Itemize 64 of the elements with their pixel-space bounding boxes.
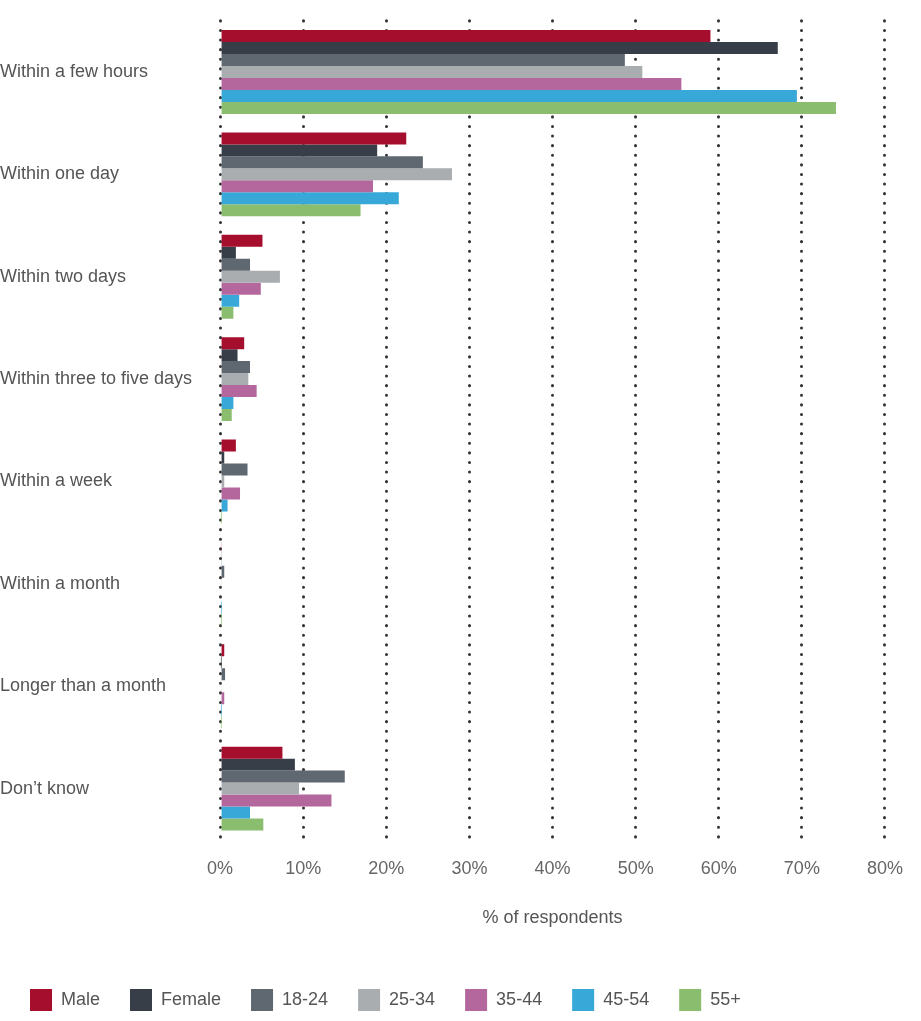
bar <box>221 361 251 374</box>
bar <box>221 463 248 476</box>
y-tick-label: Longer than a month <box>0 675 167 696</box>
bar <box>221 758 295 771</box>
legend-label: Female <box>161 988 222 1009</box>
y-tick-label: Within a few hours <box>0 60 149 81</box>
legend-label: 35-44 <box>496 988 543 1009</box>
bar <box>221 337 245 350</box>
bar <box>221 156 423 169</box>
x-tick-label: 0% <box>207 857 234 878</box>
bar <box>221 746 283 759</box>
bar <box>221 373 249 386</box>
x-tick-label: 50% <box>617 857 654 878</box>
x-tick-label: 30% <box>451 857 488 878</box>
x-tick-label: 60% <box>700 857 737 878</box>
bar <box>221 77 682 90</box>
x-tick-label: 10% <box>285 857 322 878</box>
bar <box>221 385 257 398</box>
bar <box>221 65 643 78</box>
bar <box>221 30 711 43</box>
bar <box>221 192 399 205</box>
legend-label: Male <box>61 988 101 1009</box>
bar <box>221 168 452 181</box>
x-tick-label: 70% <box>783 857 820 878</box>
bar <box>221 794 332 807</box>
bar <box>221 54 625 66</box>
bar <box>221 806 251 819</box>
bar <box>221 409 232 422</box>
bar <box>221 258 251 271</box>
legend-label: 25-34 <box>389 988 436 1009</box>
bar <box>221 306 234 319</box>
legend-label: 18-24 <box>282 988 329 1009</box>
bar <box>221 487 241 500</box>
bar <box>221 180 374 193</box>
x-tick-label: 40% <box>534 857 571 878</box>
bar <box>221 397 234 410</box>
x-tick-label: 80% <box>866 857 903 878</box>
bar <box>221 818 264 831</box>
bar <box>221 246 236 259</box>
y-tick-label: Within one day <box>0 163 120 184</box>
bar <box>221 42 778 54</box>
x-tick-label: 20% <box>368 857 405 878</box>
bar <box>221 439 236 452</box>
bar <box>221 270 280 283</box>
bar <box>221 89 797 102</box>
bar <box>221 204 361 217</box>
legend-label: 45-54 <box>603 988 650 1009</box>
bar <box>221 282 261 295</box>
bar <box>221 782 300 795</box>
bar <box>221 349 238 362</box>
bar <box>221 144 378 157</box>
y-tick-label: Within two days <box>0 265 127 286</box>
bar <box>221 132 407 145</box>
y-tick-label: Don’t know <box>0 777 91 798</box>
x-axis-title: % of respondents <box>482 907 623 928</box>
bar <box>221 499 228 512</box>
legend-label: 55+ <box>710 988 741 1009</box>
bar <box>221 234 263 247</box>
y-tick-label: Within three to five days <box>0 368 193 389</box>
bar <box>221 770 345 783</box>
y-tick-label: Within a month <box>0 572 121 593</box>
bar <box>221 294 240 307</box>
y-tick-label: Within a week <box>0 470 114 491</box>
bar <box>221 101 836 114</box>
